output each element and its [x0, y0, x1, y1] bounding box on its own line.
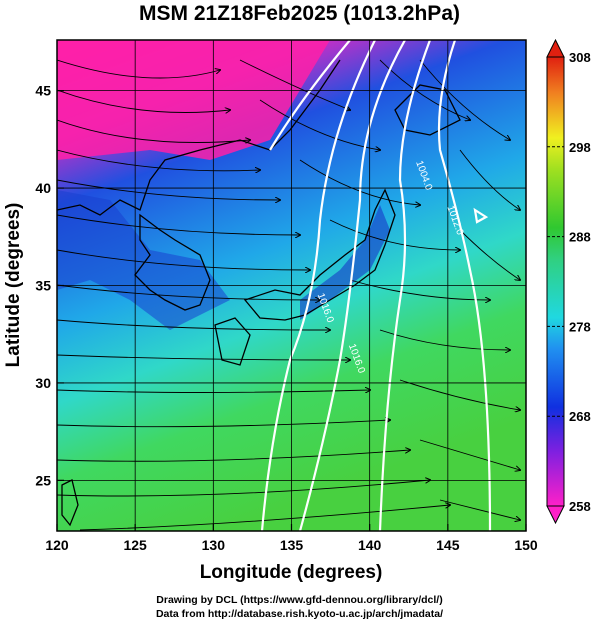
x-axis: 120 125 130 135 140 145 150 [45, 524, 538, 553]
colorbar-tick-label: 308 [569, 50, 591, 65]
y-tick-label: 35 [35, 278, 51, 294]
y-tick-label: 45 [35, 83, 51, 99]
x-axis-label: Longitude (degrees) [200, 562, 383, 583]
colorbar-min-arrow [546, 505, 565, 525]
streamlines [57, 59, 520, 531]
y-axis-label: Latitude (degrees) [3, 203, 24, 368]
isobars [260, 40, 492, 531]
colorbar: 258 268 278 288 298 308 [546, 38, 591, 525]
x-tick-label: 130 [202, 537, 226, 553]
colorbar-tick-label: 258 [569, 499, 591, 514]
colorbar-tick-label: 288 [569, 230, 591, 245]
x-tick-label: 120 [45, 537, 69, 553]
credit-data: Data from http://database.rish.kyoto-u.a… [155, 608, 444, 620]
x-tick-label: 125 [123, 537, 147, 553]
colorbar-tick-label: 278 [569, 319, 591, 334]
map-title: MSM 21Z18Feb2025 (1013.2hPa) [139, 2, 460, 25]
colorbar-scale [546, 56, 565, 507]
colorbar-max-arrow [546, 38, 565, 58]
y-tick-label: 25 [35, 472, 51, 488]
x-tick-label: 135 [280, 537, 304, 553]
x-tick-label: 150 [514, 537, 538, 553]
colorbar-ticks: 258 268 278 288 298 308 [547, 50, 591, 514]
gridlines [57, 40, 526, 531]
y-axis: 25 30 35 40 45 [35, 83, 64, 488]
korea-cold-region [57, 190, 230, 330]
colorbar-tick-label: 268 [569, 409, 591, 424]
credit-drawing: Drawing by DCL (https://www.gfd-dennou.o… [156, 594, 443, 606]
x-tick-label: 140 [358, 537, 382, 553]
japan-cold-region [300, 205, 390, 320]
y-tick-label: 40 [35, 180, 51, 196]
colorbar-tick-label: 298 [569, 140, 591, 155]
y-tick-label: 30 [35, 375, 51, 391]
x-tick-label: 145 [436, 537, 460, 553]
cold-airmass [57, 40, 330, 160]
